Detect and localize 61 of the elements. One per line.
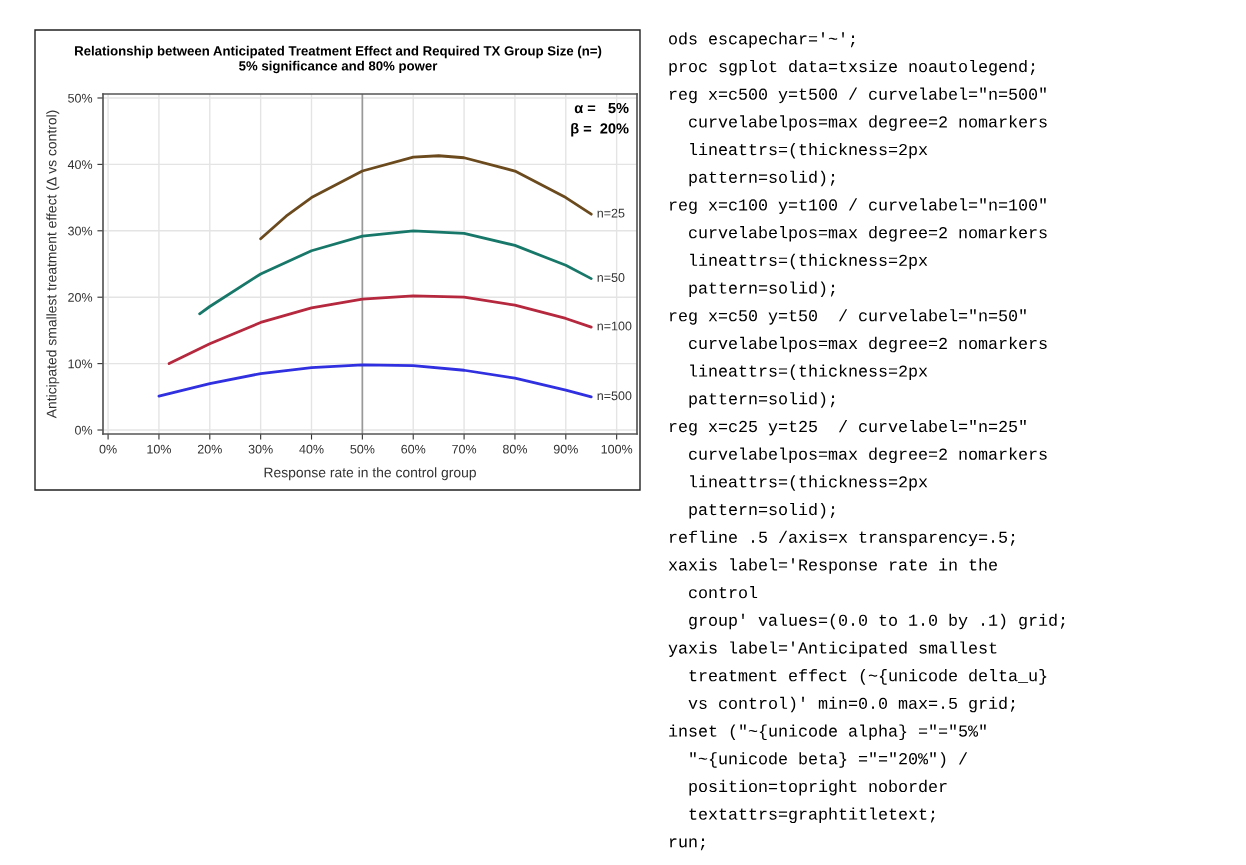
text: pattern=solid); (689, 170, 835, 187)
series-label: n=50 (597, 273, 625, 282)
line-series (198, 229, 593, 316)
text: run; (669, 838, 705, 851)
x-tick-label: 90% (553, 444, 578, 454)
y-tick-label: 50% (68, 93, 93, 103)
y-tick-label: 0% (75, 425, 93, 435)
text: lineattrs=(thickness=2px (690, 475, 928, 491)
y-axis-title: Anticipated smallest treatment effect (Δ vs control) (46, 110, 60, 419)
x-tick-label: 0% (99, 444, 117, 454)
text: reg x=c25 y=t25 / curvelabel="n=25" (669, 419, 1026, 436)
text: lineattrs=(thickness=2px (690, 364, 928, 381)
series-label: n=100 (597, 321, 632, 331)
chart-subtitle: 5% significance and 80% power (239, 60, 438, 74)
x-tick-label: 70% (452, 444, 477, 454)
x-tick-label: 80% (502, 444, 528, 454)
text: textattrs=graphtitletext; (689, 807, 935, 824)
text: group' values=(0.0 to 1.0 by .1) grid; (689, 613, 1065, 630)
text: treatment effect (~{unicode delta_u} (689, 669, 1047, 685)
text: "~{unicode beta} ="="20%") / (690, 752, 968, 768)
y-tick-label: 10% (68, 359, 93, 369)
line-series (259, 154, 593, 241)
text: refline .5 /axis=x transparency=.5; (669, 530, 1015, 547)
x-tick-label: 60% (401, 444, 426, 454)
text: curvelabelpos=max degree=2 nomarkers (689, 336, 1047, 353)
x-tick-label: 20% (197, 444, 222, 454)
x-axis-title: Response rate in the control group (264, 467, 476, 481)
text: pattern=solid); (689, 502, 835, 519)
text: xaxis label='Response rate in the (668, 558, 997, 574)
series-label: n=25 (597, 208, 625, 218)
text: inset ("~{unicode alpha} ="="5%" (669, 724, 986, 741)
x-tick-label: 10% (147, 444, 172, 454)
text: proc sgplot data=txsize noautolegend; (669, 59, 1035, 76)
text: reg x=c500 y=t500 / curvelabel="n=500" (669, 87, 1046, 104)
text: curvelabelpos=max degree=2 nomarkers (689, 447, 1047, 464)
x-tick-label: 50% (350, 444, 375, 454)
annotation: α = 5% (574, 102, 629, 114)
text: position=topright noborder (689, 779, 947, 796)
series-label: n=500 (597, 391, 632, 401)
y-tick-label: 30% (68, 226, 93, 236)
text: lineattrs=(thickness=2px (690, 142, 928, 159)
y-tick-label: 40% (67, 160, 93, 170)
line-series (167, 294, 593, 365)
line-series (157, 363, 593, 399)
text: curvelabelpos=max degree=2 nomarkers (689, 115, 1047, 131)
text: vs control)' min=0.0 max=.5 grid; (688, 696, 1015, 713)
text: pattern=solid); (689, 392, 835, 408)
chart-title: Relationship between Anticipated Treatment Effect and Required TX Group Size (n=) (75, 45, 602, 59)
x-tick-label: 40% (299, 444, 324, 454)
text: curvelabelpos=max degree=2 nomarkers (689, 226, 1047, 242)
x-tick-label: 100% (601, 444, 633, 454)
text: ods escapechar='~'; (669, 32, 855, 48)
text: yaxis label='Anticipated smallest (668, 641, 997, 657)
x-tick-label: 30% (248, 444, 273, 454)
y-tick-label: 20% (68, 293, 93, 302)
text: reg x=c50 y=t50 / curvelabel="n=50" (669, 309, 1026, 325)
text: lineattrs=(thickness=2px (690, 253, 928, 270)
text: pattern=solid); (689, 281, 835, 297)
text: reg x=c100 y=t100 / curvelabel="n=100" (669, 198, 1046, 214)
annotation: β = 20% (571, 122, 629, 137)
text: control (689, 586, 758, 599)
